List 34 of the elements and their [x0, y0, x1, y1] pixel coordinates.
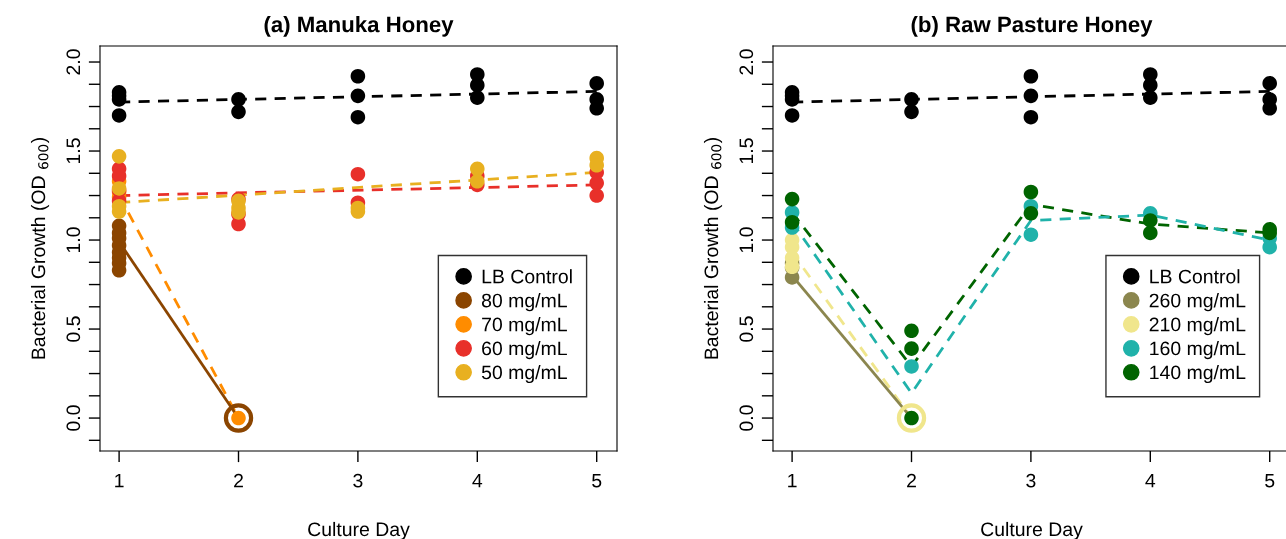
legend-label: LB Control — [482, 269, 572, 284]
x-tick-label: 2 — [907, 473, 916, 488]
legend-label: 160 mg/mL — [1150, 341, 1246, 360]
x-tick-label: 5 — [592, 473, 602, 488]
y-tick-label: 0.5 — [66, 316, 81, 342]
y-tick-label: 0.0 — [66, 405, 81, 431]
y-tick-label: 1.0 — [739, 227, 754, 253]
y-tick-label: 2.0 — [739, 49, 754, 75]
y-tick-label: 1.5 — [739, 138, 754, 164]
legend-label: LB Control — [1150, 269, 1240, 284]
x-tick-label: 4 — [472, 473, 483, 488]
y-tick-label: 1.0 — [66, 227, 81, 253]
legend-label: 140 mg/mL — [1150, 364, 1246, 384]
x-tick-label: 5 — [1265, 473, 1275, 488]
y-tick-label: 0.5 — [739, 316, 754, 342]
x-tick-label: 1 — [115, 473, 124, 488]
chart-title: (a) Manuka Honey — [264, 16, 454, 37]
y-axis-title: Bacterial Growth (OD $_{600}$) — [703, 138, 723, 359]
y-tick-label: 2.0 — [66, 49, 81, 75]
y-axis-title: Bacterial Growth (OD $_{600}$) — [30, 138, 50, 359]
x-tick-label: 1 — [788, 473, 797, 488]
y-tick-label: 1.5 — [66, 138, 81, 164]
legend-label: 70 mg/mL — [482, 317, 567, 336]
legend-label: 50 mg/mL — [481, 364, 567, 384]
legend-label: 210 mg/mL — [1149, 317, 1246, 336]
legend-label: 260 mg/mL — [1149, 293, 1246, 312]
legend-label: 60 mg/mL — [482, 341, 567, 360]
x-tick-label: 3 — [353, 473, 363, 488]
x-tick-label: 3 — [1026, 473, 1036, 488]
x-tick-label: 4 — [1145, 473, 1156, 488]
chart-title: (b) Raw Pasture Honey — [911, 16, 1153, 37]
legend-label: 80 mg/mL — [481, 293, 567, 312]
y-tick-label: 0.0 — [739, 405, 754, 431]
x-tick-label: 2 — [234, 473, 243, 488]
